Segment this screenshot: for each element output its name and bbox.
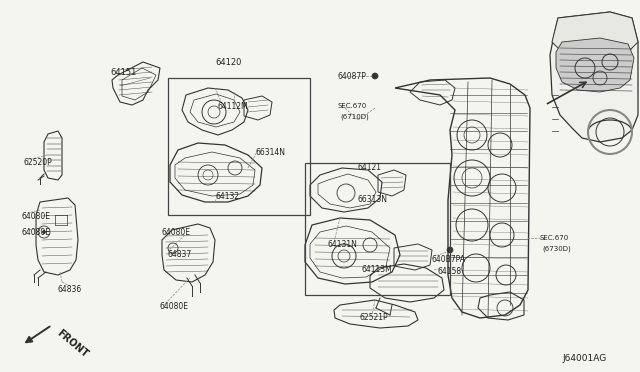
Text: 66313N: 66313N — [358, 195, 388, 204]
Text: 64121: 64121 — [358, 163, 382, 172]
Text: 64080E: 64080E — [22, 228, 51, 237]
Text: 64158: 64158 — [437, 267, 461, 276]
Text: 62521P: 62521P — [360, 313, 388, 322]
Circle shape — [372, 73, 378, 79]
Text: 64132: 64132 — [215, 192, 239, 201]
Text: 64080E: 64080E — [22, 212, 51, 221]
Text: 64080E: 64080E — [162, 228, 191, 237]
Text: (6730D): (6730D) — [542, 246, 571, 253]
Bar — [305, 163, 450, 295]
Text: 64151: 64151 — [110, 68, 136, 77]
Text: 64837: 64837 — [167, 250, 191, 259]
Text: 64087P: 64087P — [337, 72, 366, 81]
Text: 64080E: 64080E — [160, 302, 189, 311]
Text: 66314N: 66314N — [255, 148, 285, 157]
Bar — [168, 78, 310, 215]
Text: 64112M: 64112M — [218, 102, 248, 111]
Text: SEC.670: SEC.670 — [540, 235, 569, 241]
Text: 64836: 64836 — [58, 285, 83, 294]
Text: SEC.670: SEC.670 — [338, 103, 367, 109]
Polygon shape — [550, 12, 638, 142]
Text: (6710D): (6710D) — [340, 114, 369, 121]
Text: 640B7PA: 640B7PA — [431, 255, 465, 264]
Polygon shape — [552, 12, 638, 58]
Text: 64120: 64120 — [215, 58, 241, 67]
Text: 64113M: 64113M — [362, 265, 393, 274]
Text: FRONT: FRONT — [55, 328, 90, 360]
Polygon shape — [556, 38, 634, 92]
Text: 64131N: 64131N — [328, 240, 358, 249]
Text: J64001AG: J64001AG — [562, 354, 606, 363]
Circle shape — [447, 247, 453, 253]
Circle shape — [42, 231, 45, 234]
Text: 62520P: 62520P — [23, 158, 52, 167]
